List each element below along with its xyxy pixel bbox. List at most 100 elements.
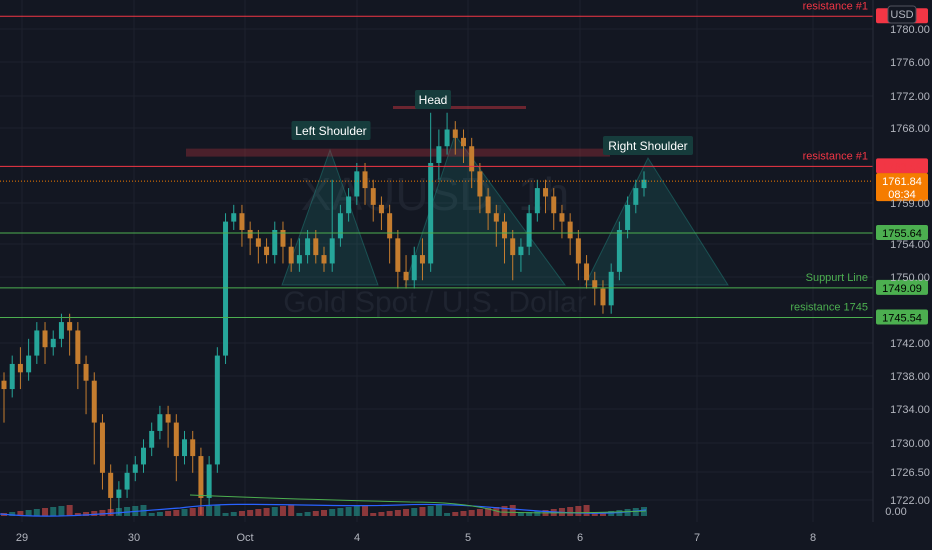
time-tick-label: 29 [16,532,28,544]
volume-bar [156,512,163,516]
time-axis[interactable]: 29 30 Oct 4 5 6 7 8 [16,532,816,544]
level-label: resistance #1 [803,0,868,12]
level-support[interactable]: Suppurt Line 1749.09 [0,272,928,295]
price-tag-value: 1749.09 [882,283,922,295]
volume-bar [181,509,188,516]
volume-bar [345,507,352,516]
volume-bar [247,510,254,516]
time-tick-label: 5 [465,532,471,544]
volume-bar [526,512,533,516]
volume-bar [485,508,492,516]
candle [264,238,270,264]
volume-bar [312,511,319,516]
level-l1755[interactable]: 1755.64 [0,224,928,240]
volume-bar [575,506,582,516]
candle [255,229,261,264]
volume-bar [17,511,24,516]
time-tick-label: 8 [810,532,816,544]
candle [99,414,105,490]
price-tag [876,279,928,295]
volume-bar [378,512,385,516]
volume-bar [271,507,278,516]
volume-bar [403,509,410,516]
volume-bar [394,510,401,516]
volume-bar [197,507,204,516]
candle [543,179,549,214]
volume-bar [427,506,434,516]
price-tag-value: 1755.64 [882,228,922,240]
candle [370,179,376,222]
svg-text:Left Shoulder: Left Shoulder [295,124,366,138]
currency-label: USD [890,9,913,21]
price-axis[interactable]: 1780.00 1776.00 1772.00 1768.00 1759.00 1754.… [885,24,930,518]
volume-bar [91,511,98,516]
volume-bar [337,508,344,516]
volume-bar [567,507,574,516]
candle [223,213,229,364]
candle [567,213,573,256]
price-tick-label: 1730.00 [890,438,930,450]
currency-badge[interactable]: USD [887,5,917,24]
price-tick-label: 1742.00 [890,338,930,350]
candle [182,430,188,465]
neckline-band [186,148,610,157]
volume-bar [608,511,615,516]
volume-bar [386,511,393,516]
volume-bar [321,510,327,516]
candle [305,229,311,264]
watermark-symbol: XAUUSD, 1h [301,168,569,220]
candlestick-series [1,112,647,515]
volume-bar [353,506,360,516]
volume-bar [591,513,598,516]
price-tick-label: 1776.00 [890,57,930,69]
candle [239,204,245,247]
candle [75,322,81,390]
volume-bar [476,509,483,516]
candle [206,456,212,507]
candle [91,372,97,465]
pattern-label-left: Left Shoulder [291,121,371,140]
level-res1745[interactable]: resistance 1745 1745.54 [0,302,928,325]
price-tick-label: 1750.00 [890,272,930,284]
time-tick-label: Oct [236,532,253,544]
price-tag-value: 1761.84 [882,176,922,188]
volume-bar [296,513,303,516]
volume-bar [468,510,475,516]
volume-bar [222,513,229,516]
price-tick-label: 1734.00 [890,404,930,416]
candle [419,238,425,281]
candle [551,188,557,230]
candle [321,246,327,272]
volume-bar [460,511,467,516]
candle [518,238,524,272]
price-tick-label: 1768.00 [890,123,930,135]
bar-countdown: 08:34 [888,189,916,201]
volume-bar [25,510,32,516]
candle [444,112,450,155]
price-tick-label: 1754.00 [890,239,930,251]
volume-bar [599,512,606,516]
svg-text:Head: Head [419,93,448,107]
volume-bar [66,505,73,516]
price-tick-label: 1726.50 [890,467,930,479]
volume-bar [263,508,270,516]
pattern-labels: Left Shoulder Head Right Shoulder [291,90,693,155]
candle [584,255,590,289]
candle [428,112,434,272]
volume-bar [444,513,451,516]
volume-bar [624,509,631,516]
volume-bar [370,513,377,516]
volume-bar [411,508,418,516]
time-tick-label: 7 [694,532,700,544]
time-tick-label: 30 [128,532,140,544]
candle [592,271,598,306]
candle [477,162,483,214]
level-res1[interactable]: resistance #1 1763.59 [0,150,928,174]
candle [214,347,220,473]
volume-zero-label: 0.00 [885,506,906,518]
volume-bar [107,509,114,516]
volume-bar [42,508,49,516]
